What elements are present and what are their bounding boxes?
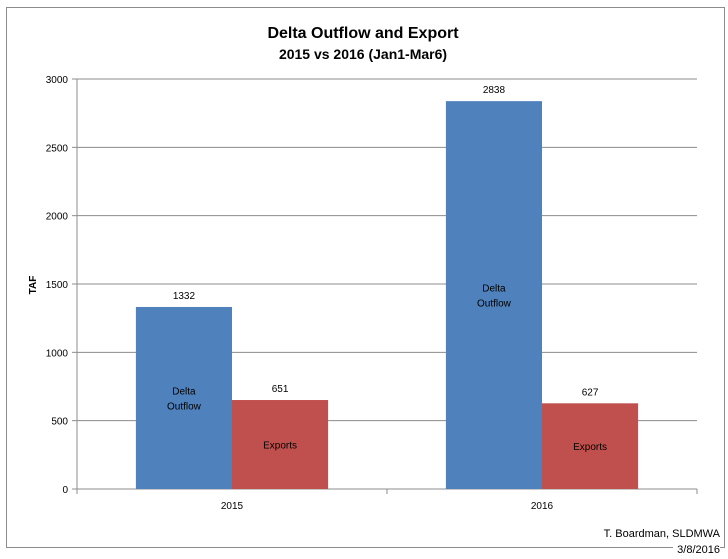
bar-inner-label: Outflow: [167, 401, 202, 412]
x-tick-label: 2016: [531, 501, 554, 512]
data-label: 1332: [173, 291, 196, 302]
bar-delta-outflow: [445, 101, 542, 489]
bar-inner-label: Outflow: [477, 299, 512, 310]
credit-author: T. Boardman, SLDMWA: [599, 528, 720, 540]
chart-title: Delta Outflow and Export: [267, 25, 459, 42]
bar-inner-label: Exports: [263, 441, 297, 452]
data-label: 651: [272, 384, 289, 395]
bar-exports: [232, 400, 329, 489]
bar-inner-label: Delta: [172, 386, 196, 397]
chart-subtitle: 2015 vs 2016 (Jan1-Mar6): [279, 46, 447, 62]
credit-date: 3/8/2016: [673, 544, 720, 556]
y-tick-label: 500: [51, 417, 68, 428]
y-axis-label: TAF: [28, 276, 39, 295]
y-tick-label: 3000: [46, 75, 69, 86]
y-tick-label: 1500: [46, 280, 69, 291]
y-tick-label: 0: [62, 485, 68, 496]
bar-delta-outflow: [135, 306, 232, 489]
bar-inner-label: Delta: [482, 284, 506, 295]
data-label: 627: [582, 387, 599, 398]
y-tick-label: 2000: [46, 212, 69, 223]
bar-inner-label: Exports: [573, 442, 607, 453]
data-label: 2838: [483, 85, 506, 96]
bar-exports: [542, 403, 639, 489]
x-tick-label: 2015: [221, 501, 244, 512]
y-tick-label: 1000: [46, 348, 69, 359]
y-tick-label: 2500: [46, 143, 69, 154]
